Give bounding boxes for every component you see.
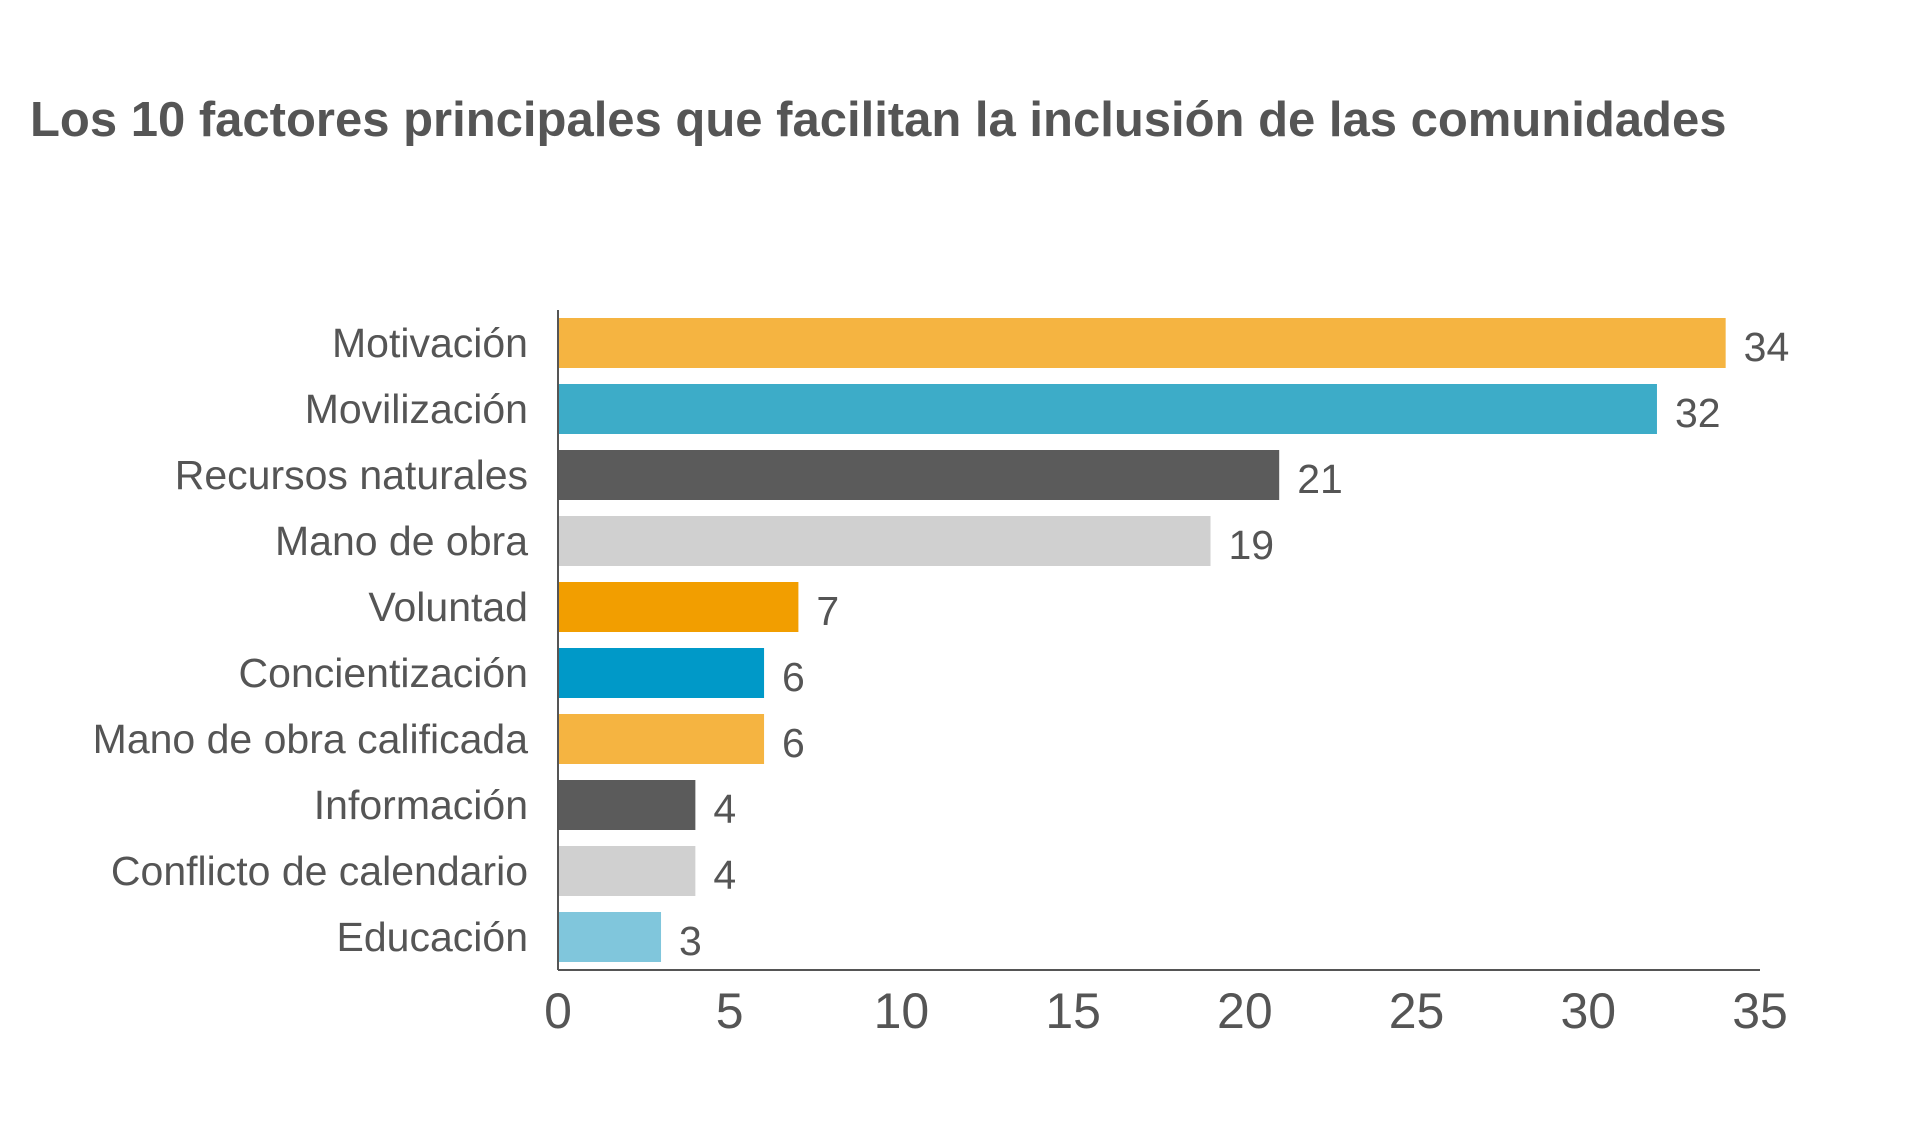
category-label-concientizacion: Concientización bbox=[239, 650, 528, 696]
bar-motivacion bbox=[558, 318, 1726, 368]
bar-movilizacion bbox=[558, 384, 1657, 434]
bar-mano-de-obra-calificada bbox=[558, 714, 765, 764]
category-label-movilizacion: Movilización bbox=[305, 386, 528, 432]
category-label-informacion: Información bbox=[314, 782, 528, 828]
x-tick-label-0: 0 bbox=[544, 983, 572, 1039]
bar-informacion bbox=[558, 780, 696, 830]
value-label-conflicto-de-calendario: 4 bbox=[713, 852, 736, 898]
bar-recursos-naturales bbox=[558, 450, 1280, 500]
category-label-mano-de-obra-calificada: Mano de obra calificada bbox=[93, 716, 529, 762]
value-label-movilizacion: 32 bbox=[1675, 390, 1721, 436]
bar-mano-de-obra bbox=[558, 516, 1211, 566]
chart-title: Los 10 factores principales que facilita… bbox=[30, 93, 1727, 147]
value-label-voluntad: 7 bbox=[816, 588, 839, 634]
ticks-group: 0 5 10 15 20 25 30 35 bbox=[544, 983, 1788, 1039]
value-label-mano-de-obra-calificada: 6 bbox=[782, 720, 805, 766]
value-label-educacion: 3 bbox=[679, 918, 702, 964]
category-label-motivacion: Motivación bbox=[332, 320, 528, 366]
bar-educacion bbox=[558, 912, 662, 962]
value-label-motivacion: 34 bbox=[1744, 324, 1790, 370]
bars-group bbox=[558, 318, 1726, 962]
category-label-voluntad: Voluntad bbox=[368, 584, 528, 630]
x-tick-label-30: 30 bbox=[1560, 983, 1616, 1039]
x-tick-label-25: 25 bbox=[1389, 983, 1445, 1039]
bar-concientizacion bbox=[558, 648, 765, 698]
x-tick-label-35: 35 bbox=[1732, 983, 1788, 1039]
category-label-mano-de-obra: Mano de obra bbox=[275, 518, 528, 564]
value-label-mano-de-obra: 19 bbox=[1229, 522, 1275, 568]
x-tick-label-20: 20 bbox=[1217, 983, 1273, 1039]
category-label-recursos-naturales: Recursos naturales bbox=[175, 452, 528, 498]
value-label-concientizacion: 6 bbox=[782, 654, 805, 700]
value-label-recursos-naturales: 21 bbox=[1297, 456, 1343, 502]
bar-voluntad bbox=[558, 582, 799, 632]
value-label-informacion: 4 bbox=[713, 786, 736, 832]
x-tick-label-5: 5 bbox=[716, 983, 744, 1039]
bar-conflicto-de-calendario bbox=[558, 846, 696, 896]
x-tick-label-10: 10 bbox=[874, 983, 930, 1039]
category-label-conflicto-de-calendario: Conflicto de calendario bbox=[111, 848, 528, 894]
x-tick-label-15: 15 bbox=[1045, 983, 1101, 1039]
category-label-educacion: Educación bbox=[337, 914, 528, 960]
